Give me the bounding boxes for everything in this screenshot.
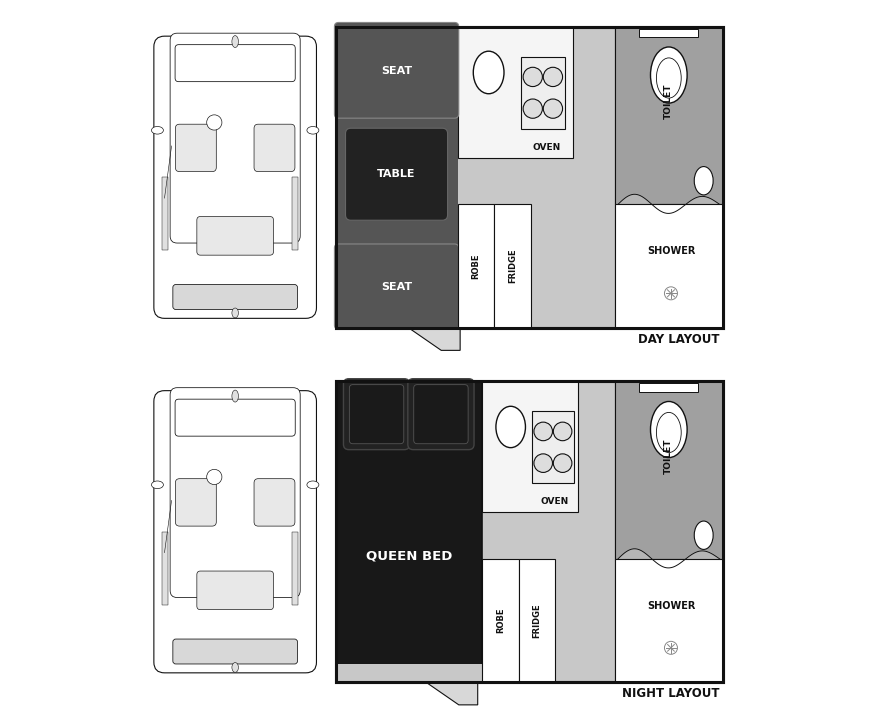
Circle shape bbox=[523, 99, 542, 118]
Ellipse shape bbox=[650, 401, 687, 457]
FancyBboxPatch shape bbox=[153, 36, 316, 318]
Text: OVEN: OVEN bbox=[540, 497, 568, 506]
Ellipse shape bbox=[232, 390, 239, 402]
Polygon shape bbox=[426, 682, 477, 705]
Bar bbox=[335, 664, 481, 682]
Text: ROBE: ROBE bbox=[471, 253, 480, 279]
Text: TABLE: TABLE bbox=[377, 169, 416, 179]
Ellipse shape bbox=[307, 126, 318, 134]
Polygon shape bbox=[617, 194, 719, 225]
Bar bbox=[335, 381, 722, 682]
FancyBboxPatch shape bbox=[175, 124, 216, 172]
FancyBboxPatch shape bbox=[334, 244, 458, 329]
Ellipse shape bbox=[650, 47, 687, 103]
Circle shape bbox=[553, 422, 571, 441]
Bar bbox=[335, 27, 457, 328]
Text: SHOWER: SHOWER bbox=[646, 246, 695, 257]
Text: TOILET: TOILET bbox=[664, 438, 673, 474]
Bar bbox=[520, 57, 564, 129]
Polygon shape bbox=[409, 328, 460, 350]
Bar bbox=[638, 384, 697, 391]
Text: QUEEN BED: QUEEN BED bbox=[365, 549, 452, 562]
Text: TOILET: TOILET bbox=[664, 84, 673, 119]
Bar bbox=[457, 204, 494, 328]
Bar bbox=[518, 559, 555, 682]
Bar bbox=[335, 381, 481, 682]
Bar bbox=[481, 559, 518, 682]
FancyBboxPatch shape bbox=[253, 124, 295, 172]
Text: SEAT: SEAT bbox=[381, 281, 411, 291]
FancyBboxPatch shape bbox=[346, 128, 447, 220]
Bar bbox=[614, 381, 722, 559]
Bar bbox=[494, 204, 531, 328]
Ellipse shape bbox=[232, 35, 239, 48]
Ellipse shape bbox=[232, 662, 239, 672]
Bar bbox=[335, 27, 722, 328]
FancyBboxPatch shape bbox=[153, 391, 316, 673]
FancyBboxPatch shape bbox=[334, 23, 458, 118]
Ellipse shape bbox=[151, 481, 163, 489]
Text: OVEN: OVEN bbox=[531, 143, 560, 152]
Circle shape bbox=[533, 454, 552, 472]
FancyBboxPatch shape bbox=[407, 379, 474, 450]
Ellipse shape bbox=[694, 167, 712, 195]
Circle shape bbox=[553, 454, 571, 472]
FancyBboxPatch shape bbox=[175, 479, 216, 526]
Circle shape bbox=[543, 67, 562, 86]
FancyBboxPatch shape bbox=[175, 399, 295, 436]
Bar bbox=[614, 26, 722, 204]
Ellipse shape bbox=[656, 58, 681, 98]
Circle shape bbox=[206, 469, 222, 484]
Bar bbox=[335, 27, 722, 328]
FancyBboxPatch shape bbox=[413, 384, 467, 444]
FancyBboxPatch shape bbox=[196, 216, 273, 255]
Ellipse shape bbox=[694, 521, 712, 549]
Bar bbox=[614, 27, 722, 328]
Text: NIGHT LAYOUT: NIGHT LAYOUT bbox=[622, 687, 719, 700]
Text: ROBE: ROBE bbox=[496, 608, 504, 633]
Text: SHOWER: SHOWER bbox=[646, 601, 695, 611]
Circle shape bbox=[533, 422, 552, 441]
Circle shape bbox=[523, 67, 542, 86]
FancyBboxPatch shape bbox=[196, 571, 273, 610]
Bar bbox=[335, 381, 722, 682]
Text: FRIDGE: FRIDGE bbox=[532, 603, 541, 638]
FancyBboxPatch shape bbox=[173, 639, 297, 664]
Text: FRIDGE: FRIDGE bbox=[508, 249, 517, 284]
Polygon shape bbox=[617, 549, 719, 579]
Circle shape bbox=[206, 115, 222, 130]
Bar bbox=[638, 29, 697, 38]
Ellipse shape bbox=[151, 126, 163, 134]
Text: SEAT: SEAT bbox=[381, 66, 411, 76]
Ellipse shape bbox=[473, 51, 503, 94]
Ellipse shape bbox=[656, 413, 681, 452]
Bar bbox=[481, 381, 577, 512]
Bar bbox=[161, 177, 168, 250]
FancyBboxPatch shape bbox=[343, 379, 410, 450]
Ellipse shape bbox=[307, 481, 318, 489]
FancyBboxPatch shape bbox=[253, 479, 295, 526]
Ellipse shape bbox=[232, 308, 239, 318]
Bar bbox=[531, 411, 574, 484]
Bar bbox=[614, 559, 722, 682]
FancyBboxPatch shape bbox=[170, 33, 300, 243]
FancyBboxPatch shape bbox=[349, 384, 403, 444]
Ellipse shape bbox=[496, 406, 524, 447]
Bar bbox=[614, 381, 722, 682]
Bar bbox=[161, 532, 168, 605]
Bar bbox=[291, 532, 298, 605]
FancyBboxPatch shape bbox=[170, 388, 300, 598]
Bar bbox=[614, 204, 722, 328]
FancyBboxPatch shape bbox=[173, 284, 297, 309]
FancyBboxPatch shape bbox=[175, 45, 295, 82]
Text: DAY LAYOUT: DAY LAYOUT bbox=[638, 333, 719, 346]
Bar bbox=[457, 26, 572, 157]
Bar bbox=[291, 177, 298, 250]
Circle shape bbox=[543, 99, 562, 118]
